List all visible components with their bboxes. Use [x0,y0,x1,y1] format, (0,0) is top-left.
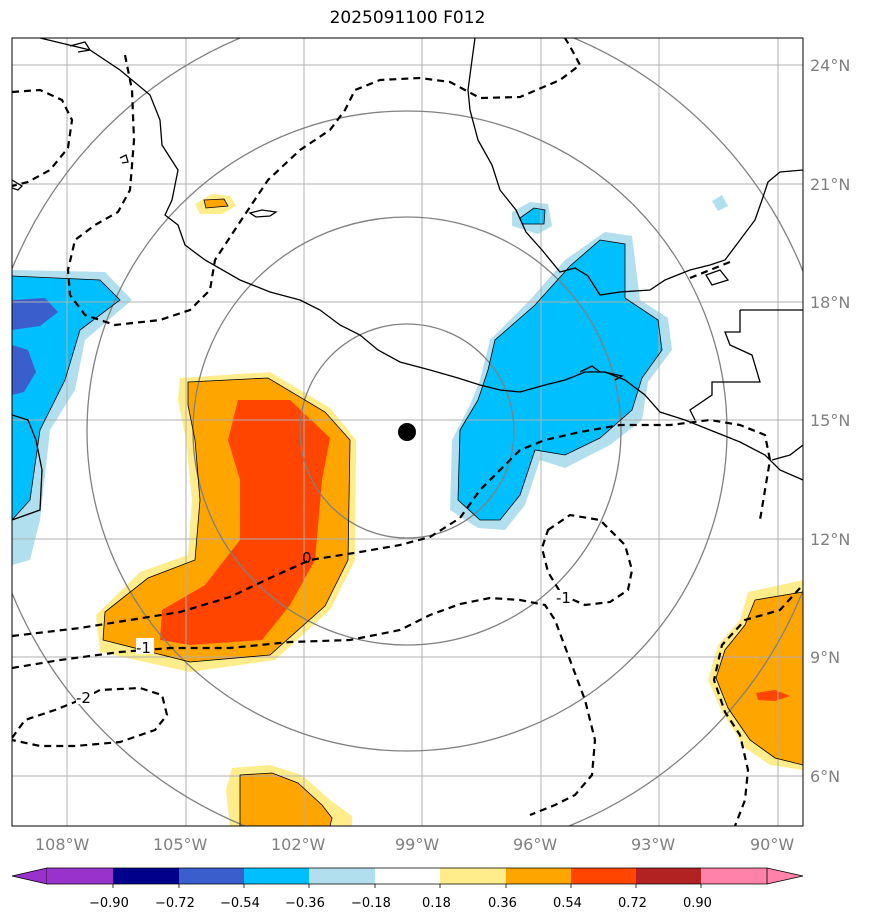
contour-label-neg1-west: -1 [136,639,151,657]
map-title: 2025091100 F012 [329,8,486,28]
contour-label-0: 0 [302,549,312,567]
colorbar-label: −0.72 [155,896,195,911]
colorbar-bin [701,868,767,884]
contour-labels: 0 -1 -1 -2 [76,549,572,707]
shading-se-blob [708,580,803,770]
lon-label: 96°W [513,835,557,854]
shading-small-patch [195,194,236,214]
lon-label: 108°W [35,835,90,854]
lat-label: 12°N [810,530,850,549]
lat-label: 9°N [810,648,840,667]
colorbar-bin [47,868,113,884]
lon-label: 93°W [631,835,675,854]
colorbar-bin [571,868,636,884]
lat-axis-labels: 24°N 21°N 18°N 15°N 12°N 9°N 6°N [810,56,850,786]
shading-sw-blob [96,372,356,672]
colorbar-label: 0.90 [683,896,712,911]
colorbar-extend-low [11,867,48,885]
colorbar-bin [113,868,179,884]
colorbar-label: −0.18 [351,896,391,911]
colorbar: −0.90 −0.72 −0.54 −0.36 −0.18 0.18 0.36 … [11,867,804,911]
colorbar-label: −0.54 [220,896,260,911]
lon-label: 105°W [153,835,208,854]
colorbar-label: −0.36 [285,896,325,911]
lon-axis-labels: 108°W 105°W 102°W 99°W 96°W 93°W 90°W [35,835,794,854]
contour-label-neg1-east: -1 [556,589,571,607]
colorbar-bin [440,868,506,884]
lon-label: 90°W [750,835,794,854]
colorbar-bin [375,868,440,884]
lat-label: 24°N [810,56,850,75]
colorbar-label: 0.72 [618,896,647,911]
lat-label: 18°N [810,293,850,312]
colorbar-bin [244,868,309,884]
colorbar-label: −0.90 [89,896,129,911]
lon-label: 102°W [271,835,326,854]
contour-label-neg2: -2 [76,689,91,707]
colorbar-bin [309,868,375,884]
lon-label: 99°W [395,835,439,854]
colorbar-label: 0.54 [553,896,582,911]
colorbar-bin [179,868,244,884]
shading-west-edge [12,270,132,565]
range-rings [12,38,803,826]
colorbar-extend-high [766,867,804,885]
colorbar-label: 0.36 [488,896,517,911]
lat-label: 21°N [810,175,850,194]
colorbar-label: 0.18 [422,896,451,911]
colorbar-bin [506,868,571,884]
dashed-contours [12,38,801,826]
storm-center-marker [398,423,416,441]
lat-label: 6°N [810,767,840,786]
coastlines [12,38,803,521]
shading-south-blob [226,765,352,826]
lat-label: 15°N [810,411,850,430]
colorbar-bin [636,868,701,884]
graticule [12,38,803,826]
field-outlines [12,207,803,826]
map-frame [11,37,804,827]
